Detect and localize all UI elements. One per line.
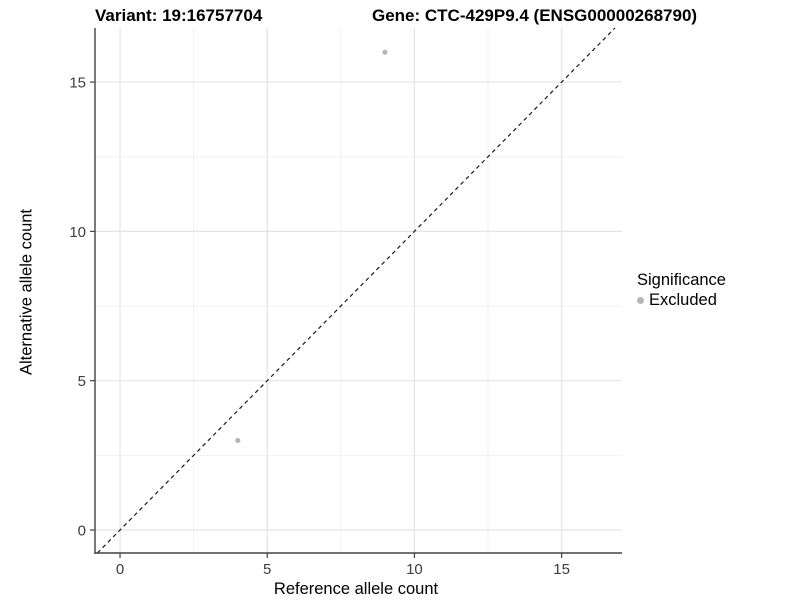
y-tick-label: 15 — [69, 75, 86, 92]
identity-line — [96, 27, 616, 554]
x-tick-label: 5 — [263, 561, 271, 578]
data-point — [235, 437, 241, 444]
x-tick-label: 10 — [406, 561, 423, 578]
legend-title: Significance — [637, 271, 726, 289]
y-tick-label: 10 — [69, 224, 86, 241]
y-tick-label: 0 — [78, 523, 86, 540]
x-tick-label: 15 — [553, 561, 570, 578]
y-axis-label: Alternative allele count — [17, 208, 36, 376]
gene-title: Gene: CTC-429P9.4 (ENSG00000268790) — [372, 6, 698, 25]
y-tick-label: 5 — [78, 373, 86, 390]
excluded-point-icon — [637, 297, 644, 304]
x-tick-label: 0 — [116, 561, 124, 578]
legend-item-excluded: Excluded — [637, 291, 726, 310]
legend: Significance Excluded — [637, 271, 726, 310]
legend-item-label: Excluded — [649, 291, 717, 309]
variant-title: Variant: 19:16757704 — [95, 6, 263, 25]
data-point — [382, 49, 388, 55]
x-axis-label: Reference allele count — [273, 580, 439, 598]
